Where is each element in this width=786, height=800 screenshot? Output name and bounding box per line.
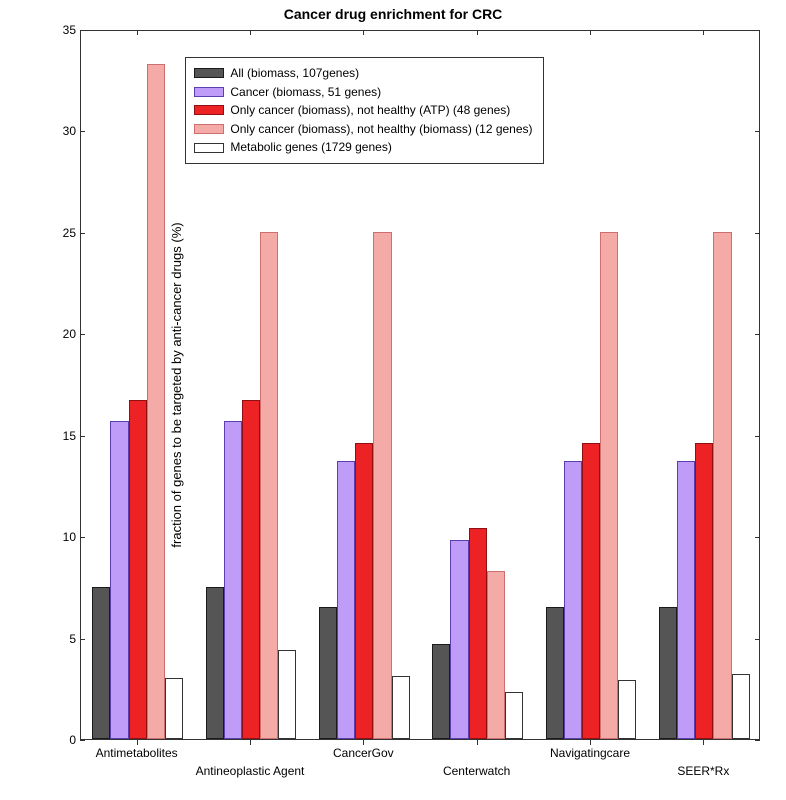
y-tick-label: 15 <box>63 429 76 443</box>
legend-swatch <box>194 87 224 97</box>
x-tick-label: Centerwatch <box>443 764 510 778</box>
y-tick-mark <box>755 131 760 132</box>
bar <box>432 644 450 739</box>
bar <box>92 587 110 739</box>
y-tick-mark <box>755 740 760 741</box>
x-tick-mark <box>590 30 591 35</box>
legend-swatch <box>194 143 224 153</box>
legend-row: All (biomass, 107genes) <box>194 64 532 83</box>
y-tick-mark <box>80 436 85 437</box>
y-tick-mark <box>80 233 85 234</box>
legend-label: All (biomass, 107genes) <box>230 64 359 83</box>
y-tick-mark <box>755 233 760 234</box>
bar <box>224 421 242 739</box>
bar <box>319 607 337 739</box>
x-tick-label: CancerGov <box>333 746 394 760</box>
bar <box>732 674 750 739</box>
y-tick-mark <box>80 740 85 741</box>
x-tick-mark <box>363 30 364 35</box>
x-tick-mark <box>363 740 364 745</box>
bar <box>260 232 278 739</box>
x-tick-mark <box>477 740 478 745</box>
bar <box>355 443 373 739</box>
bar <box>165 678 183 739</box>
x-tick-mark <box>703 740 704 745</box>
y-tick-mark <box>755 30 760 31</box>
x-tick-mark <box>137 30 138 35</box>
y-tick-mark <box>80 639 85 640</box>
bar <box>242 400 260 739</box>
x-tick-mark <box>590 740 591 745</box>
legend-swatch <box>194 68 224 78</box>
legend-label: Only cancer (biomass), not healthy (ATP)… <box>230 101 510 120</box>
bar <box>392 676 410 739</box>
bar <box>110 421 128 739</box>
y-tick-mark <box>755 436 760 437</box>
bar <box>505 692 523 739</box>
x-tick-mark <box>477 30 478 35</box>
legend-row: Metabolic genes (1729 genes) <box>194 138 532 157</box>
y-tick-mark <box>755 639 760 640</box>
x-tick-label: Antimetabolites <box>96 746 178 760</box>
bar <box>450 540 468 739</box>
y-tick-mark <box>80 30 85 31</box>
chart-title: Cancer drug enrichment for CRC <box>0 6 786 22</box>
y-tick-label: 5 <box>69 632 76 646</box>
chart-container: Cancer drug enrichment for CRC fraction … <box>0 0 786 800</box>
y-tick-mark <box>755 537 760 538</box>
legend-label: Cancer (biomass, 51 genes) <box>230 83 381 102</box>
bar <box>337 461 355 739</box>
bar <box>147 64 165 740</box>
x-tick-mark <box>250 30 251 35</box>
y-tick-label: 0 <box>69 733 76 747</box>
y-tick-label: 20 <box>63 327 76 341</box>
bar <box>713 232 731 739</box>
bar <box>582 443 600 739</box>
y-tick-mark <box>80 334 85 335</box>
y-tick-mark <box>755 334 760 335</box>
x-tick-label: Antineoplastic Agent <box>196 764 305 778</box>
x-tick-label: SEER*Rx <box>677 764 729 778</box>
legend-label: Only cancer (biomass), not healthy (biom… <box>230 120 532 139</box>
bar <box>659 607 677 739</box>
bar <box>564 461 582 739</box>
y-tick-label: 30 <box>63 124 76 138</box>
legend-row: Cancer (biomass, 51 genes) <box>194 83 532 102</box>
y-tick-mark <box>80 537 85 538</box>
bar <box>695 443 713 739</box>
x-tick-mark <box>250 740 251 745</box>
x-tick-mark <box>137 740 138 745</box>
y-tick-label: 35 <box>63 23 76 37</box>
bar <box>677 461 695 739</box>
y-tick-label: 25 <box>63 226 76 240</box>
bar <box>618 680 636 739</box>
legend-swatch <box>194 124 224 134</box>
y-tick-mark <box>80 131 85 132</box>
x-tick-label: Navigatingcare <box>550 746 630 760</box>
legend-row: Only cancer (biomass), not healthy (biom… <box>194 120 532 139</box>
x-tick-mark <box>703 30 704 35</box>
bar <box>487 571 505 739</box>
bar <box>206 587 224 739</box>
bar <box>129 400 147 739</box>
legend: All (biomass, 107genes)Cancer (biomass, … <box>185 57 543 164</box>
bar <box>600 232 618 739</box>
bar <box>278 650 296 739</box>
legend-swatch <box>194 105 224 115</box>
bar <box>469 528 487 739</box>
bar <box>546 607 564 739</box>
legend-row: Only cancer (biomass), not healthy (ATP)… <box>194 101 532 120</box>
legend-label: Metabolic genes (1729 genes) <box>230 138 391 157</box>
bar <box>373 232 391 739</box>
y-tick-label: 10 <box>63 530 76 544</box>
